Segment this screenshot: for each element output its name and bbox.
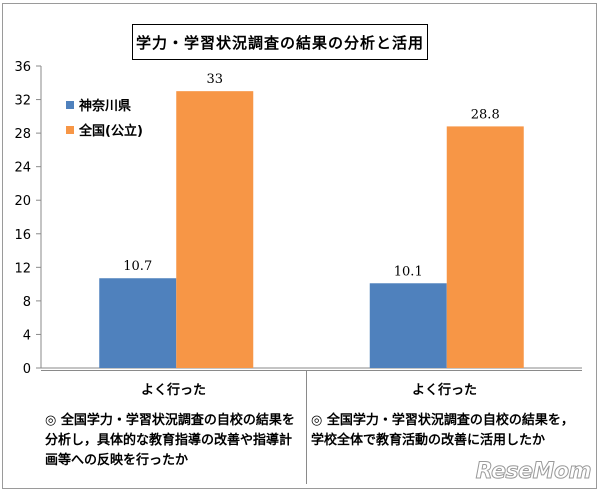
bar-kanagawa-2 xyxy=(369,283,447,368)
bar-kanagawa-1 xyxy=(99,278,177,368)
y-tick-label: 20 xyxy=(14,194,31,209)
y-tick-label: 32 xyxy=(14,94,31,109)
y-tick-label: 16 xyxy=(14,228,31,243)
y-tick-label: 0 xyxy=(23,362,31,377)
chart-title: 学力・学習状況調査の結果の分析と活用 xyxy=(132,24,428,60)
legend-label-kanagawa: 神奈川県 xyxy=(79,99,132,114)
resemom-logo: ReseMom xyxy=(475,459,592,485)
data-label-kanagawa-1: 10.7 xyxy=(123,259,152,274)
y-tick-label: 12 xyxy=(14,261,31,276)
legend-swatch-national xyxy=(66,125,74,134)
y-tick-label: 4 xyxy=(23,328,31,343)
category-label-2: よく行った xyxy=(411,383,477,398)
legend-label-national: 全国(公立) xyxy=(79,124,143,139)
y-tick-label: 36 xyxy=(14,60,31,75)
category-label-1: よく行った xyxy=(140,383,206,398)
legend-item-national: 全国(公立) xyxy=(66,120,143,139)
category-table: よく行った ◎ 全国学力・学習状況調査の自校の結果を分析し，具体的な教育指導の改… xyxy=(41,370,582,484)
category-cell-2: よく行った ◎ 全国学力・学習状況調査の自校の結果を，学校全体で教育活動の改善に… xyxy=(307,371,582,484)
category-cell-1: よく行った ◎ 全国学力・学習状況調査の自校の結果を分析し，具体的な教育指導の改… xyxy=(41,371,307,484)
legend-swatch-kanagawa xyxy=(66,100,74,109)
data-label-national-1: 33 xyxy=(206,72,223,87)
chart-title-text: 学力・学習状況調査の結果の分析と活用 xyxy=(135,33,424,52)
bar-national-1 xyxy=(176,91,254,369)
category-description-1: ◎ 全国学力・学習状況調査の自校の結果を分析し，具体的な教育指導の改善や指導計画… xyxy=(45,413,295,468)
y-tick-label: 28 xyxy=(14,127,31,142)
data-label-national-2: 28.8 xyxy=(471,107,500,122)
y-tick-label: 24 xyxy=(14,161,31,176)
data-label-kanagawa-2: 10.1 xyxy=(394,264,423,279)
legend-item-kanagawa: 神奈川県 xyxy=(66,95,131,114)
category-description-2: ◎ 全国学力・学習状況調査の自校の結果を，学校全体で教育活動の改善に活用したか xyxy=(311,413,574,448)
bar-national-2 xyxy=(446,126,524,369)
y-tick-label: 8 xyxy=(23,295,31,310)
